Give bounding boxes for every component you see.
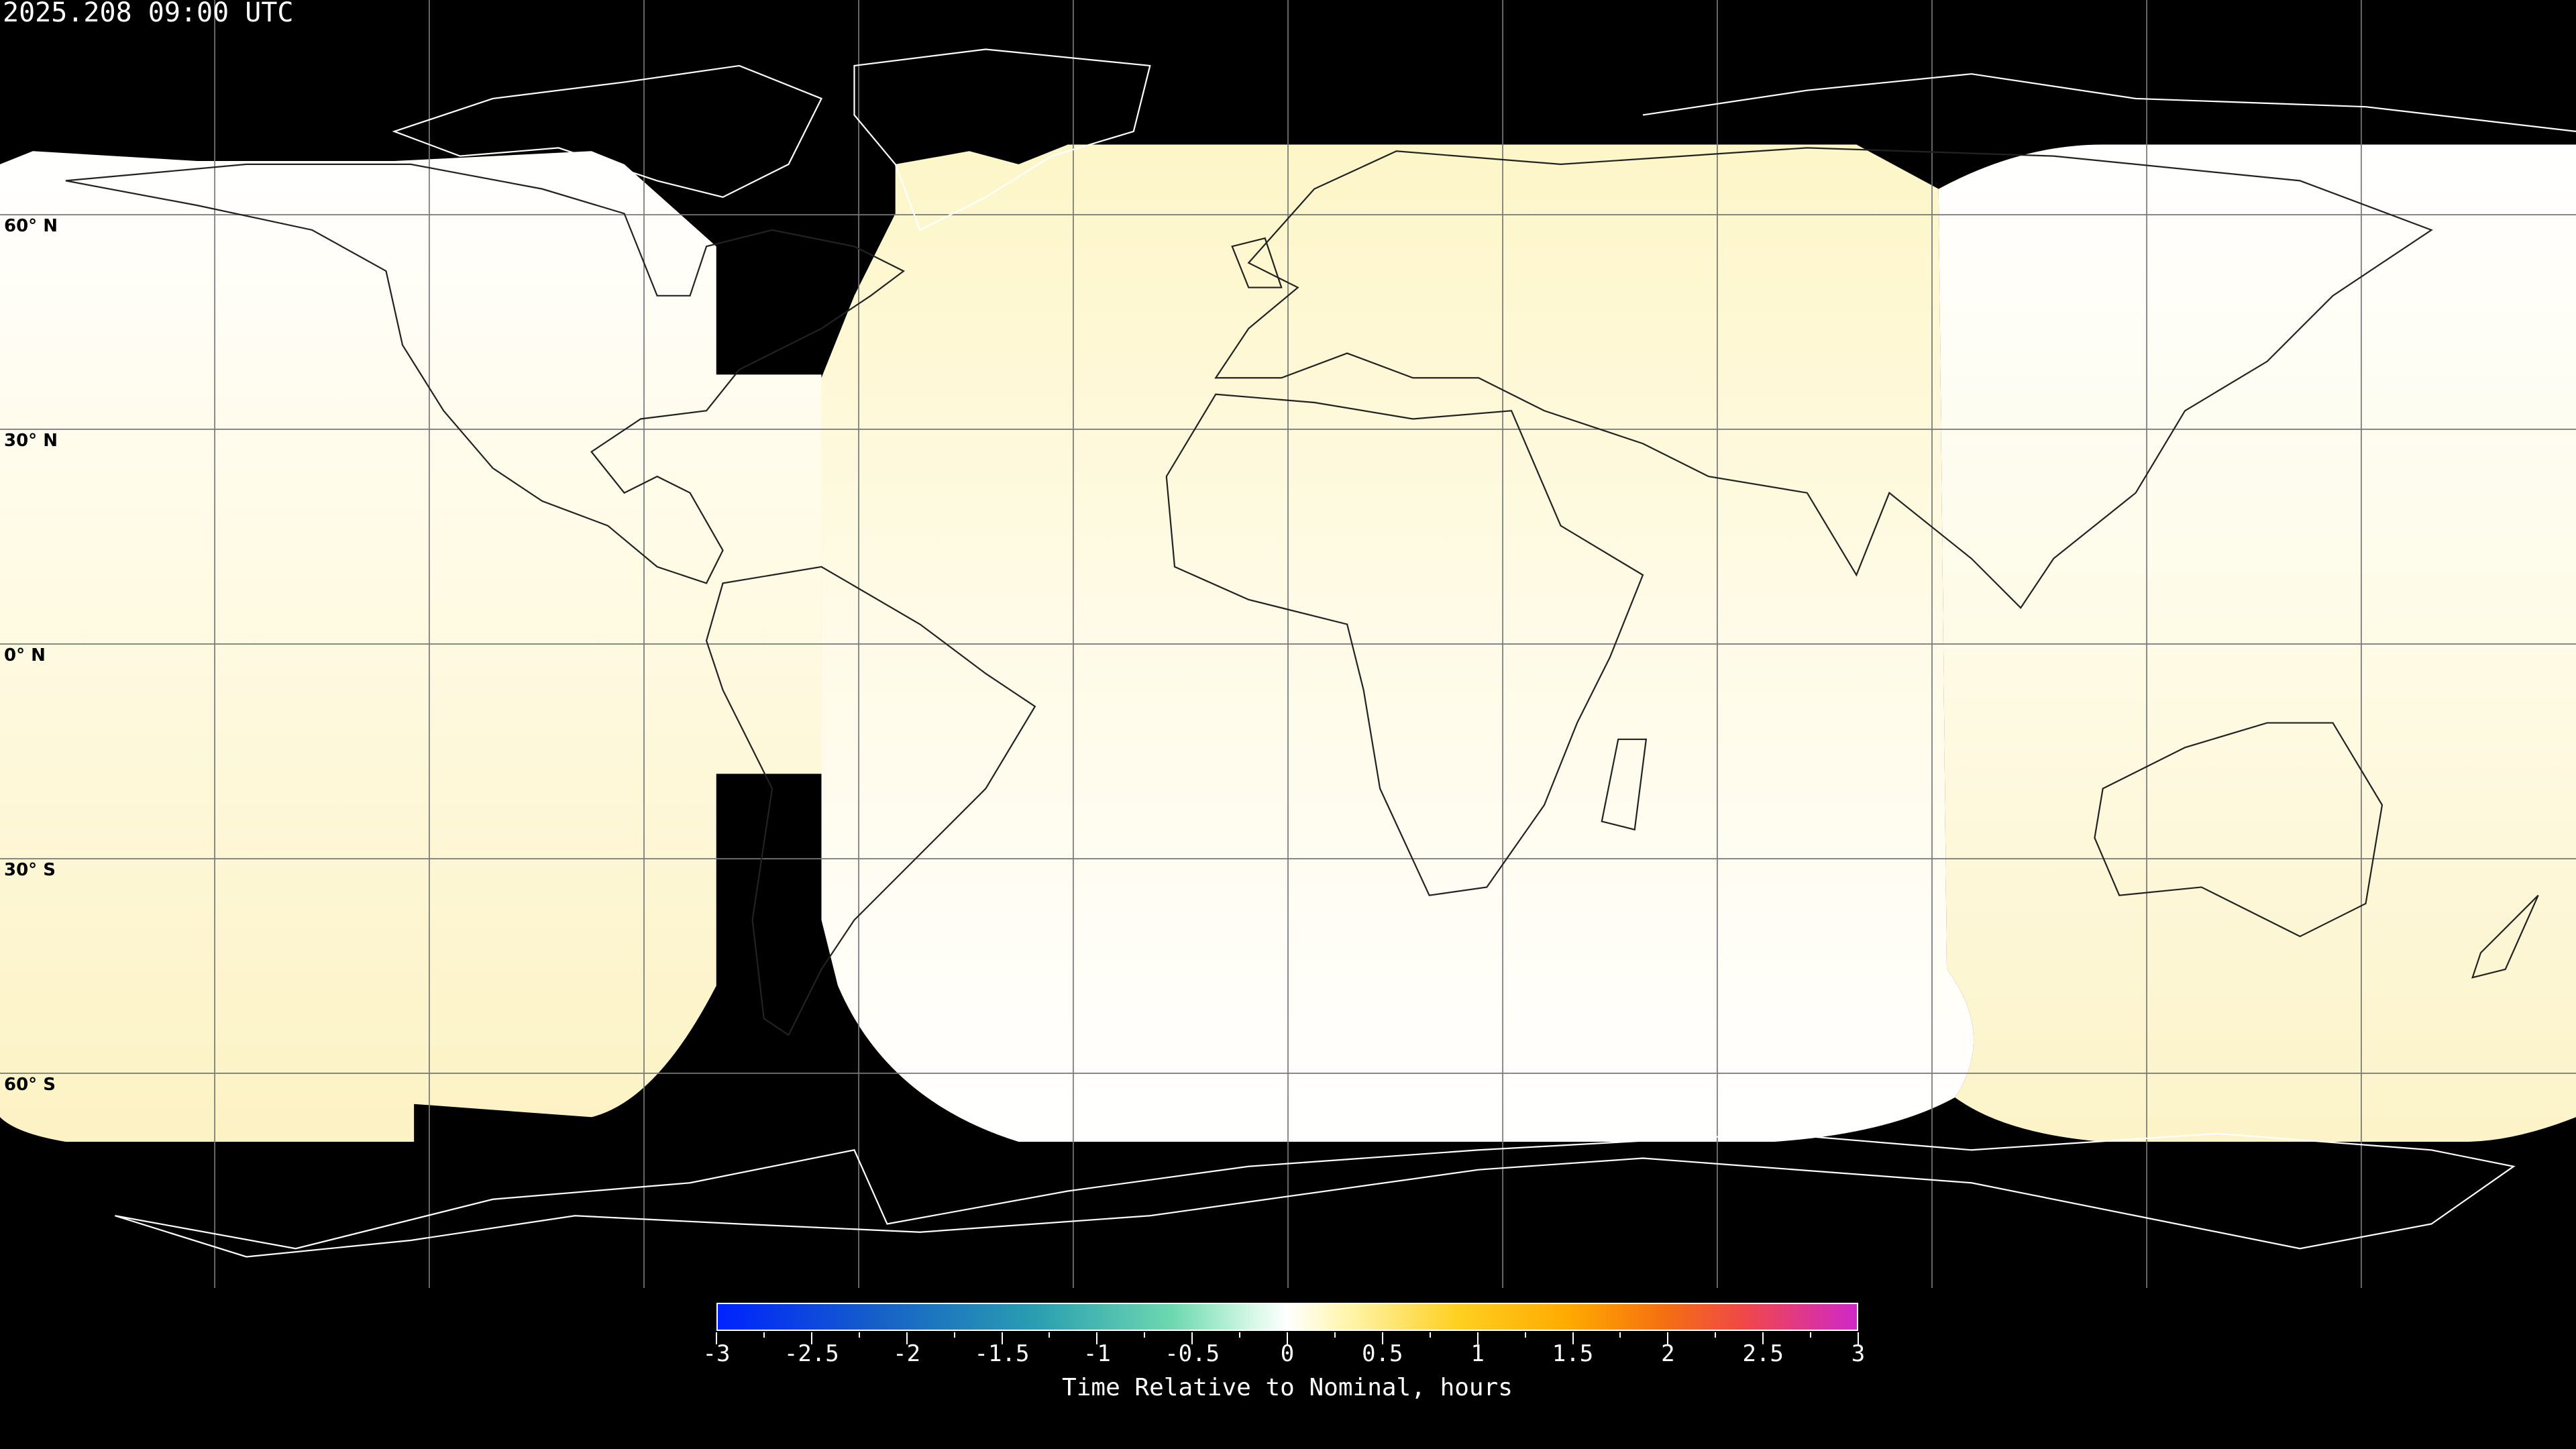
coast-south-america	[705, 566, 1036, 1036]
colorbar-tick	[1524, 1332, 1526, 1338]
colorbar-tick	[1762, 1332, 1764, 1344]
colorbar-tick	[1619, 1332, 1621, 1338]
colorbar-tick	[1239, 1332, 1241, 1338]
colorbar-tick	[1810, 1332, 1812, 1338]
coast-eurasia	[1214, 147, 2433, 609]
coast-antarctica	[115, 1132, 2516, 1258]
lat-label-60n: 60° N	[4, 216, 58, 236]
colorbar-title: Time Relative to Nominal, hours	[1062, 1374, 1513, 1401]
colorbar-tick	[1096, 1332, 1098, 1344]
coastlines-nodata	[115, 48, 2576, 1258]
coast-greenland-uk	[1231, 237, 1283, 288]
coast-north-america	[65, 163, 906, 584]
colorbar-tick	[858, 1332, 860, 1338]
colorbar-tick-label: -3	[702, 1340, 731, 1367]
world-map	[0, 0, 2576, 1288]
colorbar-tick	[1144, 1332, 1146, 1338]
coast-north-russia	[1642, 73, 2576, 133]
coverage-west	[0, 151, 822, 1142]
coast-africa	[1165, 393, 1644, 896]
lat-label-30n: 30° N	[4, 431, 58, 451]
colorbar-tick-label: -0.5	[1165, 1340, 1220, 1367]
colorbar-tick-label: 3	[1851, 1340, 1866, 1367]
coastlines	[65, 147, 2539, 1036]
colorbar-tick	[716, 1332, 717, 1344]
colorbar-tick	[763, 1332, 765, 1338]
colorbar-tick-label: 1	[1470, 1340, 1485, 1367]
coast-madagascar	[1601, 738, 1648, 831]
colorbar-ticks	[716, 1332, 1859, 1346]
colorbar-tick	[1715, 1332, 1717, 1338]
colorbar-tick	[1049, 1332, 1051, 1338]
lat-label-60s: 60° S	[4, 1075, 56, 1095]
colorbar-tick-label: -1	[1083, 1340, 1111, 1367]
colorbar-tick	[906, 1332, 908, 1344]
colorbar-tick-label: 0	[1280, 1340, 1295, 1367]
colorbar-tick-label: -2	[893, 1340, 921, 1367]
colorbar	[716, 1303, 1858, 1331]
colorbar-tick-label: -2.5	[784, 1340, 839, 1367]
colorbar-tick	[1667, 1332, 1669, 1344]
coast-greenland	[853, 48, 1151, 231]
colorbar-tick-label: 2.5	[1742, 1340, 1784, 1367]
colorbar-tick	[1858, 1332, 1859, 1344]
coast-canadian-arctic	[392, 64, 823, 199]
colorbar-tick	[1477, 1332, 1479, 1344]
colorbar-tick	[810, 1332, 812, 1344]
colorbar-tick-label: -1.5	[974, 1340, 1030, 1367]
colorbar-tick	[1429, 1332, 1431, 1338]
colorbar-tick	[1287, 1332, 1288, 1344]
colorbar-tick	[1334, 1332, 1336, 1338]
coverage-center	[821, 144, 1974, 1142]
lat-label-30s: 30° S	[4, 860, 56, 880]
colorbar-tick	[1191, 1332, 1193, 1344]
colorbar-tick	[1572, 1332, 1574, 1344]
coast-new-zealand	[2471, 894, 2539, 979]
coast-australia	[2094, 722, 2383, 938]
colorbar-tick	[1001, 1332, 1003, 1344]
colorbar-tick	[953, 1332, 955, 1338]
colorbar-tick	[1381, 1332, 1383, 1344]
timestamp: 2025.208 09:00 UTC	[3, 0, 294, 28]
gridlines	[0, 0, 2576, 1288]
coverage-east	[1938, 144, 2576, 1142]
colorbar-tick-label: 0.5	[1362, 1340, 1403, 1367]
colorbar-tick-label: 1.5	[1552, 1340, 1594, 1367]
colorbar-tick-label: 2	[1661, 1340, 1675, 1367]
lat-label-0n: 0° N	[4, 645, 46, 665]
